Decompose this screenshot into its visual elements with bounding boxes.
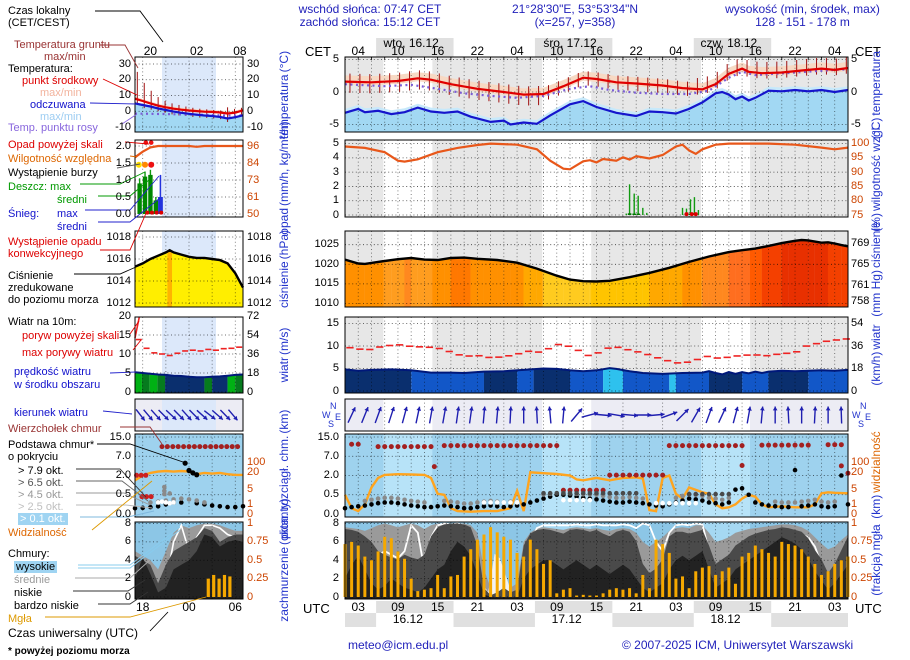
altitude-value: 128 - 151 - 178 m [755, 15, 850, 29]
grid-point-text: (x=257, y=358) [534, 15, 616, 29]
cet-label-right: CET [855, 44, 881, 59]
legend-leader-lines [45, 10, 207, 632]
contact-email-link[interactable]: meteo@icm.edu.pl [348, 638, 449, 652]
footnote: * powyżej poziomu morza [8, 646, 130, 657]
sunset-text: zachód słońca: 15:12 CET [299, 15, 441, 29]
cet-label-left: CET [305, 44, 331, 59]
utc-label-right: UTC [855, 601, 882, 616]
sun-times: wschód słońca: 07:47 CET zachód słońca: … [285, 3, 455, 29]
copyright-text: © 2007-2025 ICM, Uniwersytet Warszawski [622, 638, 854, 652]
coords-text: 21°28'30"E, 53°53'34"N [511, 2, 639, 16]
sunrise-text: wschód słońca: 07:47 CET [298, 2, 442, 16]
altitude-label: wysokość (min, środek, max) [725, 2, 880, 16]
altitude-info: wysokość (min, środek, max) 128 - 151 - … [700, 3, 905, 29]
location-coords: 21°28'30"E, 53°53'34"N (x=257, y=358) [480, 3, 670, 29]
utc-label-left: UTC [303, 601, 330, 616]
